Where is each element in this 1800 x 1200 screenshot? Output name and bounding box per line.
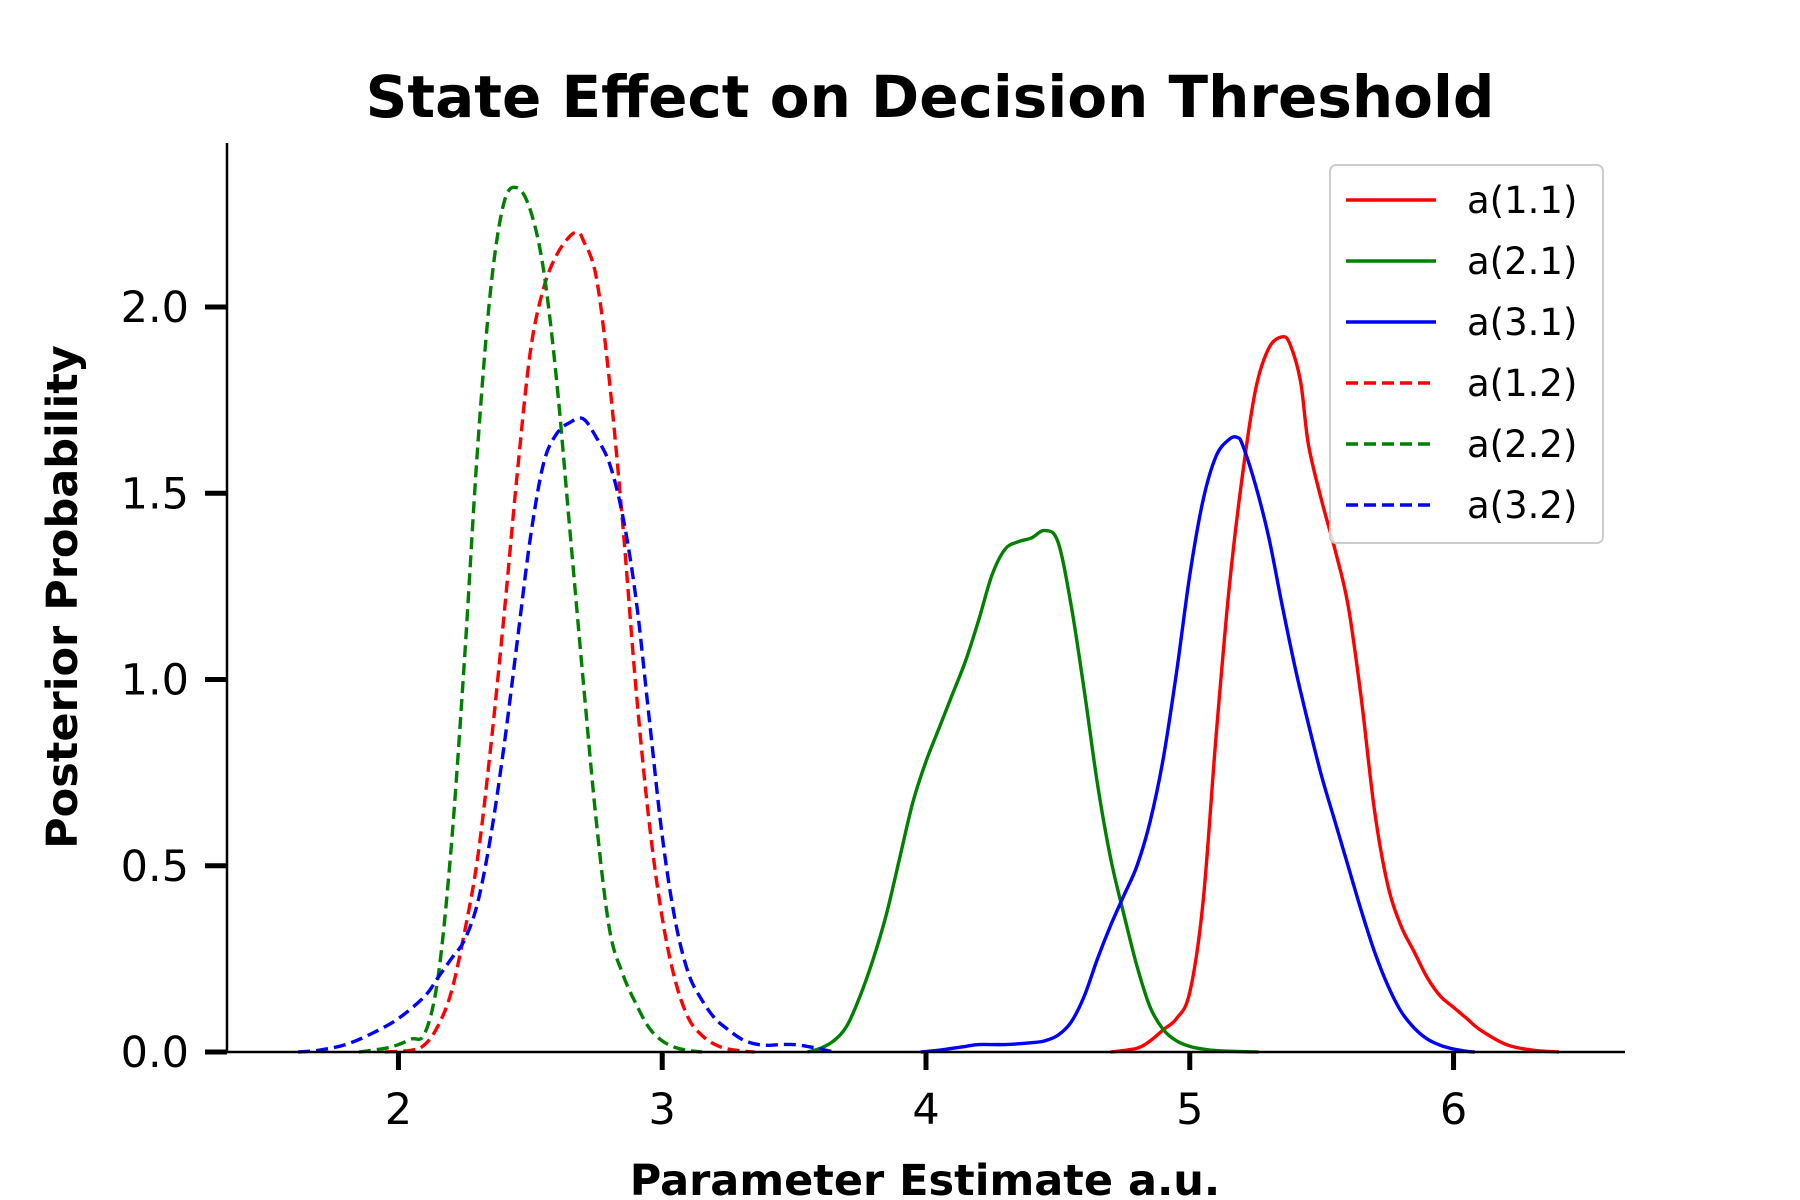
series-line-a-3-2 bbox=[298, 416, 835, 1054]
y-axis-ticks: 0.0 0.5 1.0 1.5 2.0 bbox=[121, 283, 227, 1078]
legend-label: a(1.2) bbox=[1467, 362, 1577, 405]
legend-label: a(2.1) bbox=[1467, 240, 1577, 283]
x-axis-ticks: 2 3 4 5 6 bbox=[385, 1052, 1467, 1135]
legend-label: a(1.1) bbox=[1467, 179, 1577, 222]
plot-area: 2 3 4 5 6 0.0 0.5 1.0 1.5 2.0 bbox=[121, 143, 1625, 1135]
series-line-a-2-1 bbox=[806, 528, 1259, 1054]
chart-title: State Effect on Decision Threshold bbox=[366, 63, 1495, 131]
legend: a(1.1) a(2.1) a(3.1) a(1.2) a(2.2) a(3.2) bbox=[1329, 164, 1604, 544]
legend-label: a(3.2) bbox=[1467, 484, 1577, 527]
x-tick-label: 5 bbox=[1176, 1085, 1203, 1135]
y-axis-label: Posterior Probability bbox=[38, 345, 88, 849]
legend-label: a(2.2) bbox=[1467, 423, 1577, 466]
y-tick-label: 2.0 bbox=[121, 283, 189, 333]
y-tick-label: 0.5 bbox=[121, 842, 189, 892]
x-axis-label: Parameter Estimate a.u. bbox=[630, 1156, 1221, 1200]
x-tick-label: 3 bbox=[649, 1085, 676, 1135]
legend-label: a(3.1) bbox=[1467, 301, 1577, 344]
x-tick-label: 2 bbox=[385, 1085, 412, 1135]
series-line-a-3-1 bbox=[920, 435, 1475, 1054]
series-line-a-1-1 bbox=[1110, 334, 1560, 1054]
y-tick-label: 1.5 bbox=[121, 469, 189, 519]
series-line-a-2-2 bbox=[358, 185, 702, 1054]
series-line-a-1-2 bbox=[385, 230, 755, 1054]
y-tick-label: 1.0 bbox=[121, 656, 189, 706]
series-curves bbox=[298, 185, 1560, 1054]
x-tick-label: 6 bbox=[1440, 1085, 1467, 1135]
y-tick-label: 0.0 bbox=[121, 1028, 189, 1078]
x-tick-label: 4 bbox=[912, 1085, 939, 1135]
